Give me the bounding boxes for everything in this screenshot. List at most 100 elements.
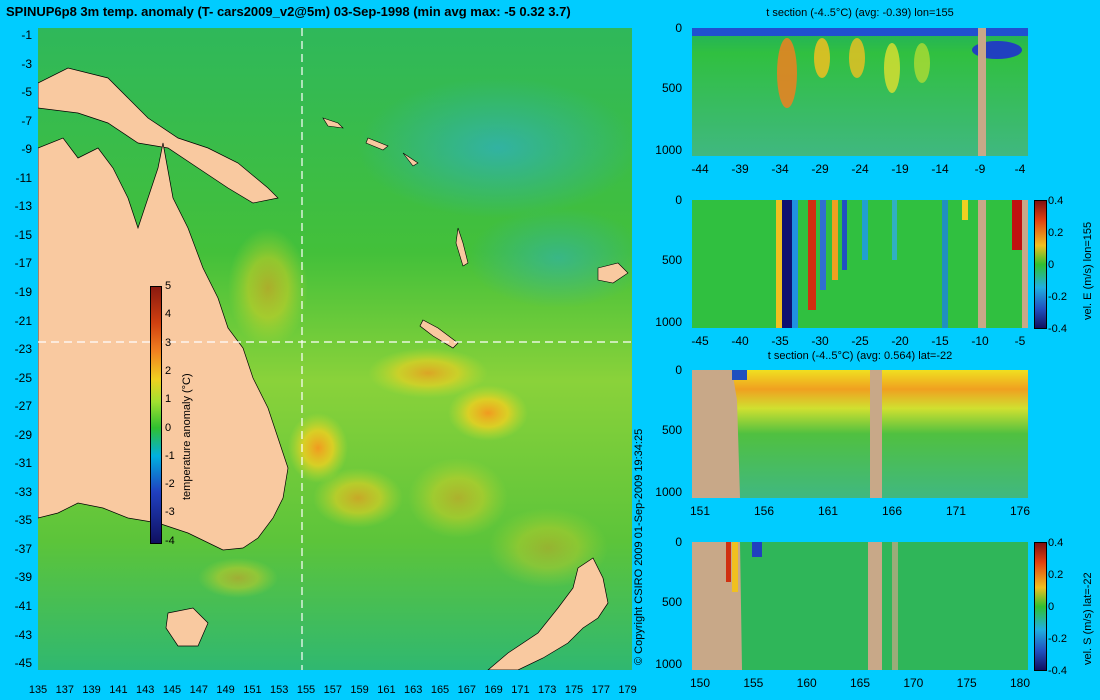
panel-4-vel-s-section[interactable] <box>692 542 1028 670</box>
panel-3-t-section-lat-22[interactable] <box>692 370 1028 498</box>
lon-tick-label: 171 <box>511 684 530 696</box>
lat-tick-label: -23 <box>14 342 32 357</box>
colorbar-tick-label: 5 <box>165 280 172 292</box>
panel-4-colorbar-tick: -0.2 <box>1048 633 1067 645</box>
panel-4-x-tick: 160 <box>796 676 817 690</box>
panel-3-x-tick: 171 <box>945 504 967 518</box>
panel-4-x-tick: 150 <box>689 676 711 690</box>
lat-tick-label: -31 <box>14 456 32 471</box>
panel-2-x-tick: -35 <box>771 334 789 348</box>
lon-tick-label: 137 <box>55 684 74 696</box>
panel-1-x-tick: -29 <box>811 162 829 176</box>
colorbar-tick-label: 0 <box>165 421 172 434</box>
panel-2-depth-tick: 500 <box>661 253 682 268</box>
panel-1-x-tick: -44 <box>691 162 709 176</box>
panel-4-depth-tick: 1000 <box>655 656 682 671</box>
lon-tick-label: 157 <box>323 684 342 696</box>
panel-2-x-tick: -25 <box>851 334 869 348</box>
lon-tick-label: 159 <box>350 684 369 696</box>
lat-tick-label: -43 <box>14 627 32 642</box>
panel-3-title: t section (-4..5°C) (avg: 0.564) lat=-22 <box>767 350 953 362</box>
panel-4-x-tick: 155 <box>743 676 764 690</box>
lon-tick-label: 135 <box>28 684 48 696</box>
panel-2-colorbar-tick: 0 <box>1048 259 1055 271</box>
lat-tick-label: -3 <box>21 56 32 71</box>
colorbar-tick-label: -4 <box>165 534 175 547</box>
lat-tick-label: -45 <box>14 656 32 671</box>
lat-tick-label: -29 <box>14 427 32 442</box>
panel-2-colorbar-tick: -0.2 <box>1048 291 1067 303</box>
panel-2-x-tick: -15 <box>931 334 949 348</box>
panel-3-depth-tick: 0 <box>675 363 682 377</box>
lat-tick-label: -21 <box>14 313 32 328</box>
lat-tick-label: -17 <box>14 256 32 271</box>
lat-tick-label: -11 <box>15 170 32 185</box>
panel-1-t-section-lon155[interactable] <box>692 28 1028 156</box>
panel-1-x-tick: -24 <box>851 162 869 176</box>
colorbar-tick-label: 1 <box>165 393 172 406</box>
panel-4-colorbar-tick: -0.4 <box>1048 665 1067 677</box>
panel-2-vel-e-section[interactable] <box>692 200 1028 328</box>
colorbar-tick-label: -1 <box>165 449 175 462</box>
lat-tick-label: -13 <box>14 199 32 214</box>
lat-tick-label: -41 <box>14 599 32 613</box>
panel-4-x-tick: 180 <box>1009 676 1031 690</box>
map-colorbar-label: temperature anomaly (°C) <box>181 373 193 500</box>
panel-1-x-tick: -4 <box>1014 162 1026 176</box>
panel-2-x-tick: -20 <box>891 334 909 348</box>
lon-tick-label: 167 <box>457 684 476 696</box>
lat-tick-label: -37 <box>14 541 32 556</box>
panel-2-x-tick: -5 <box>1014 334 1026 348</box>
australia-landmass <box>38 137 289 551</box>
copyright-text: © Copyright CSIRO 2009 01-Sep-2009 19:34… <box>633 428 645 665</box>
lon-tick-label: 145 <box>162 684 182 696</box>
colorbar-tick-label: 2 <box>165 364 172 377</box>
panel-1-x-tick: -14 <box>931 162 949 176</box>
panel-2-depth-tick: 1000 <box>655 314 682 329</box>
lon-tick-label: 155 <box>296 684 316 696</box>
panel-4-x-tick: 170 <box>903 676 924 690</box>
lon-tick-label: 161 <box>377 684 396 696</box>
temperature-anomaly-map[interactable] <box>38 28 632 670</box>
panel-4-colorbar <box>1034 542 1047 671</box>
panel-2-colorbar-tick: -0.4 <box>1048 323 1067 335</box>
colorbar-tick-label: -3 <box>165 506 175 519</box>
lat-tick-label: -9 <box>21 142 32 157</box>
lon-tick-label: 163 <box>404 684 423 696</box>
lon-tick-label: 153 <box>270 684 289 696</box>
colorbar-tick-label: -2 <box>165 478 175 491</box>
panel-3-x-tick: 156 <box>753 504 775 518</box>
panel-3-x-tick: 161 <box>817 504 839 518</box>
lon-tick-label: 175 <box>564 684 584 696</box>
map-title: SPINUP6p8 3m temp. anomaly (T- cars2009_… <box>6 4 571 19</box>
panel-1-title: t section (-4..5°C) (avg: -0.39) lon=155 <box>766 7 954 19</box>
lon-tick-label: 143 <box>136 684 155 696</box>
map-colorbar <box>150 286 162 544</box>
tasmania-landmass <box>165 607 209 647</box>
lon-tick-label: 141 <box>109 684 128 696</box>
panel-3-x-tick: 151 <box>689 504 711 518</box>
lon-tick-label: 147 <box>189 684 208 696</box>
lon-tick-label: 139 <box>82 684 101 696</box>
colorbar-tick-label: 4 <box>165 308 172 321</box>
lon-tick-label: 149 <box>216 684 235 696</box>
lon-tick-label: 165 <box>430 684 450 696</box>
panel-4-colorbar-label: vel. S (m/s) lat=-22 <box>1082 572 1094 665</box>
panel-2-colorbar-tick: 0.2 <box>1048 227 1064 239</box>
lat-tick-label: -1 <box>21 28 32 42</box>
panel-1-depth-tick: 0 <box>675 21 682 35</box>
panel-3-x-tick: 176 <box>1009 504 1031 518</box>
panel-2-x-tick: -45 <box>691 334 709 348</box>
new-caledonia-landmass <box>419 319 459 349</box>
lon-tick-label: 177 <box>591 684 610 696</box>
lat-tick-label: -39 <box>14 570 32 585</box>
panel-1-x-tick: -34 <box>771 162 789 176</box>
panel-2-x-tick: -30 <box>811 334 829 348</box>
panel-2-colorbar-tick: 0.4 <box>1048 195 1064 207</box>
panel-3-depth-tick: 1000 <box>655 484 682 499</box>
panel-3-depth-tick: 500 <box>661 423 682 438</box>
panel-4-x-tick: 165 <box>849 676 871 690</box>
new-guinea-landmass <box>38 67 279 204</box>
lat-tick-label: -35 <box>14 513 32 528</box>
panel-4-x-tick: 175 <box>956 676 977 690</box>
